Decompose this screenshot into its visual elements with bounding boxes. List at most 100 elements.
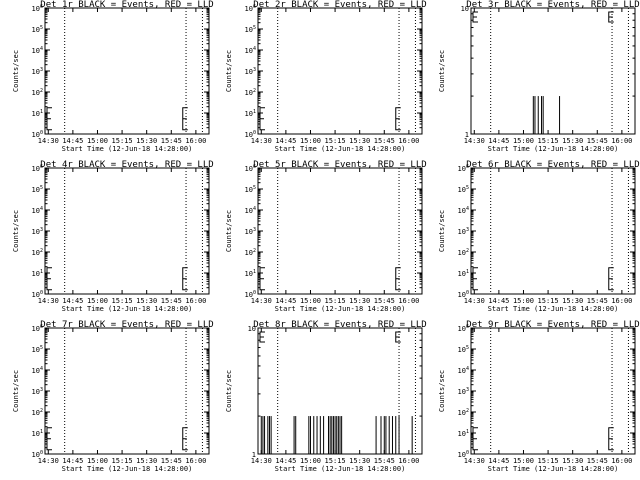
error-bar-marker	[608, 11, 614, 23]
x-tick-label: 15:30	[349, 457, 370, 465]
chart-title: Det 6r BLACK = Events, RED = LLD	[466, 160, 639, 170]
error-bar-marker	[259, 107, 265, 131]
error-bar-marker	[182, 267, 188, 291]
chart-title: Det 7r BLACK = Events, RED = LLD	[40, 320, 213, 330]
plot-frame	[470, 327, 636, 455]
error-bar-marker	[182, 107, 188, 131]
x-tick-label: 15:15	[325, 457, 346, 465]
x-tick-label: 15:15	[538, 457, 559, 465]
x-tick-label: 15:45	[587, 457, 608, 465]
x-tick-label: 14:45	[275, 297, 296, 305]
x-tick-label: 15:15	[325, 297, 346, 305]
error-bar-marker	[259, 331, 265, 343]
y-tick-label: 105	[32, 185, 43, 194]
x-tick-label: 15:30	[136, 297, 157, 305]
y-tick-label: 100	[458, 290, 469, 299]
x-tick-label: 15:15	[112, 137, 133, 145]
plot-frame	[44, 327, 210, 455]
x-tick-label: 15:45	[161, 457, 182, 465]
y-tick-label: 10	[248, 325, 256, 333]
chart-panel-1: Det 1r BLACK = Events, RED = LLD 14:30 14:…	[12, 0, 214, 153]
error-bar-marker	[608, 427, 614, 451]
y-tick-label: 104	[32, 366, 43, 375]
x-tick-label: 16:00	[398, 137, 419, 145]
x-tick-label: 15:00	[300, 297, 321, 305]
x-tick-label: 14:30	[38, 137, 59, 145]
y-tick-label: 104	[245, 206, 256, 215]
y-tick-label: 105	[458, 345, 469, 354]
y-tick-label: 105	[458, 185, 469, 194]
plot-frame	[257, 7, 423, 135]
y-tick-label: 106	[32, 324, 43, 333]
plot-frame	[44, 7, 210, 135]
y-tick-label: 1	[252, 451, 256, 459]
error-bar-marker	[46, 267, 52, 291]
x-tick-label: 14:45	[488, 297, 509, 305]
x-axis-label: Start Time (12-Jun-18 14:28:00)	[488, 465, 619, 473]
x-tick-label: 14:30	[251, 137, 272, 145]
x-axis-label: Start Time (12-Jun-18 14:28:00)	[488, 145, 619, 153]
x-tick-label: 16:00	[185, 297, 206, 305]
x-tick-label: 14:30	[38, 297, 59, 305]
x-tick-label: 14:30	[251, 457, 272, 465]
x-tick-label: 15:15	[538, 297, 559, 305]
chart-panel-8: Det 8r BLACK = Events, RED = LLD 14:30 14:…	[225, 320, 427, 473]
error-bar-marker	[608, 267, 614, 291]
x-tick-label: 15:00	[513, 457, 534, 465]
y-tick-label: 101	[245, 109, 256, 118]
y-tick-label: 101	[245, 269, 256, 278]
y-axis-label: Counts/sec	[225, 370, 233, 412]
x-tick-label: 14:45	[62, 457, 83, 465]
x-tick-label: 15:15	[112, 457, 133, 465]
y-tick-label: 103	[32, 387, 43, 396]
x-tick-label: 14:45	[62, 137, 83, 145]
y-tick-label: 106	[32, 4, 43, 13]
x-tick-label: 14:30	[464, 137, 485, 145]
x-tick-label: 14:45	[488, 457, 509, 465]
y-tick-label: 104	[32, 206, 43, 215]
y-tick-label: 100	[458, 450, 469, 459]
chart-title: Det 3r BLACK = Events, RED = LLD	[466, 0, 639, 10]
chart-panel-4: Det 4r BLACK = Events, RED = LLD 14:30 14:…	[12, 160, 214, 313]
y-tick-label: 104	[458, 206, 469, 215]
x-tick-label: 15:15	[112, 297, 133, 305]
x-axis-label: Start Time (12-Jun-18 14:28:00)	[62, 145, 193, 153]
y-tick-label: 103	[245, 227, 256, 236]
x-tick-label: 16:00	[611, 457, 632, 465]
y-axis-label: Counts/sec	[225, 210, 233, 252]
y-tick-label: 102	[458, 408, 469, 417]
x-axis-label: Start Time (12-Jun-18 14:28:00)	[275, 145, 406, 153]
y-tick-label: 103	[458, 387, 469, 396]
x-tick-label: 15:45	[587, 297, 608, 305]
x-tick-label: 16:00	[398, 457, 419, 465]
y-tick-label: 106	[32, 164, 43, 173]
y-tick-label: 103	[32, 67, 43, 76]
y-axis-label: Counts/sec	[12, 210, 20, 252]
y-tick-label: 104	[32, 46, 43, 55]
plot-frame	[44, 167, 210, 295]
y-tick-label: 105	[245, 25, 256, 34]
x-tick-label: 15:30	[349, 137, 370, 145]
error-bar-marker	[46, 107, 52, 131]
x-tick-label: 16:00	[398, 297, 419, 305]
x-tick-label: 14:30	[464, 457, 485, 465]
y-tick-label: 104	[245, 46, 256, 55]
x-tick-label: 15:30	[562, 297, 583, 305]
error-bar-marker	[395, 267, 401, 291]
x-tick-label: 15:45	[374, 297, 395, 305]
chart-panel-7: Det 7r BLACK = Events, RED = LLD 14:30 14:…	[12, 320, 214, 473]
x-tick-label: 15:00	[513, 297, 534, 305]
y-axis-label: Counts/sec	[12, 370, 20, 412]
y-tick-label: 102	[32, 88, 43, 97]
y-axis-label: Counts/sec	[438, 210, 446, 252]
y-tick-label: 101	[458, 429, 469, 438]
error-bar-marker	[472, 427, 478, 451]
x-tick-label: 15:00	[300, 457, 321, 465]
x-tick-label: 15:00	[87, 457, 108, 465]
y-tick-label: 102	[245, 88, 256, 97]
y-tick-label: 101	[32, 109, 43, 118]
x-tick-label: 14:45	[488, 137, 509, 145]
y-tick-label: 106	[245, 164, 256, 173]
y-tick-label: 102	[32, 408, 43, 417]
